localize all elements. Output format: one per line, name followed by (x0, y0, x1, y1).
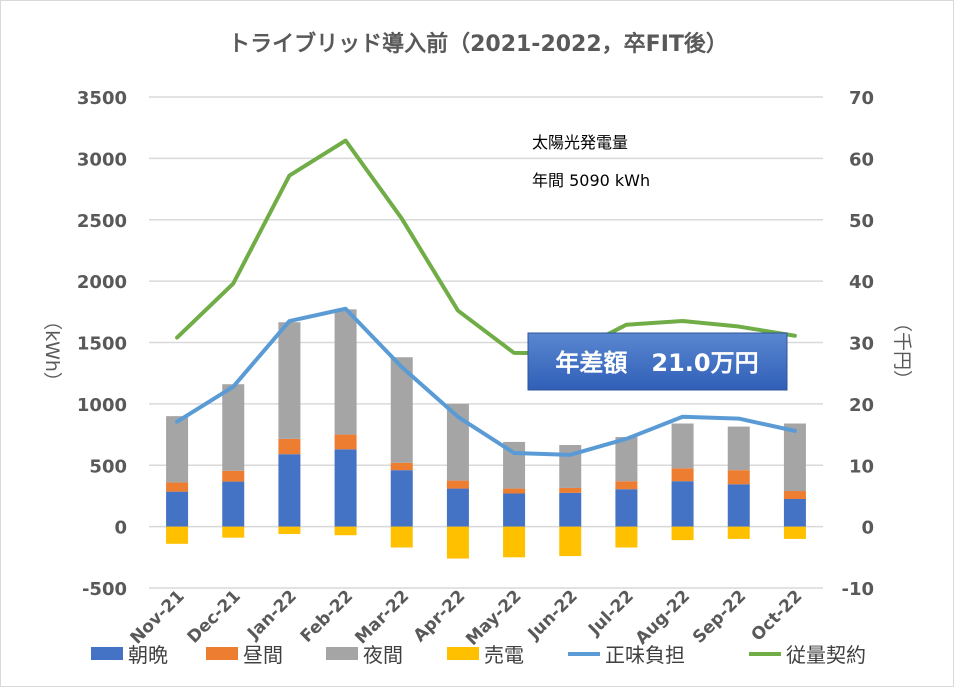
legend-label: 朝晩 (128, 643, 168, 667)
bar-昼間 (727, 470, 750, 485)
bar-夜間 (278, 322, 301, 439)
bar-朝晩 (503, 493, 526, 527)
bar-売電 (615, 526, 638, 548)
x-tick-label: Oct-22 (747, 586, 806, 645)
y2-tick-label: 60 (849, 149, 874, 170)
legend-swatch (326, 647, 358, 660)
y2-axis-label: （千円） (891, 313, 913, 389)
annual-difference-text: 年差額 21.0万円 (555, 349, 758, 377)
y-tick-label: 2500 (77, 211, 127, 232)
line-従量契約 (175, 138, 797, 356)
chart-title: トライブリッド導入前（2021-2022，卒FIT後） (228, 31, 728, 57)
bar-朝晩 (671, 481, 694, 527)
bar-昼間 (390, 462, 413, 471)
bar-夜間 (783, 423, 806, 492)
x-tick-label: Sep-22 (689, 586, 750, 647)
bar-朝晩 (390, 470, 413, 527)
legend-label: 売電 (484, 643, 524, 667)
bar-朝晩 (166, 491, 189, 527)
bar-売電 (783, 526, 806, 539)
bar-夜間 (727, 426, 750, 471)
y2-tick-label: 40 (849, 272, 874, 293)
y-tick-label: 3500 (77, 88, 127, 109)
y-tick-label: -500 (82, 579, 127, 600)
y2-tick-label: 20 (849, 395, 874, 416)
bar-売電 (671, 526, 694, 541)
bar-夜間 (615, 437, 638, 482)
x-tick-label: Mar-22 (351, 586, 413, 648)
bar-夜間 (166, 416, 189, 483)
legend-label: 昼間 (243, 643, 283, 667)
bar-朝晩 (615, 489, 638, 527)
bar-売電 (727, 526, 750, 539)
y-tick-label: 1500 (77, 334, 127, 355)
y-tick-label: 0 (114, 518, 127, 539)
x-tick-label: Jun-22 (524, 586, 582, 644)
bar-昼間 (334, 434, 357, 450)
solar-annotation-value: 年間 5090 kWh (532, 171, 650, 190)
bar-朝晩 (222, 481, 245, 527)
legend-label: 正味負担 (605, 643, 685, 667)
y2-tick-label: 30 (849, 334, 874, 355)
bar-昼間 (615, 481, 638, 490)
y2-tick-label: 10 (849, 456, 874, 477)
x-tick-label: Jan-22 (243, 586, 301, 644)
legend-swatch (447, 647, 479, 660)
bar-売電 (446, 526, 469, 559)
bar-売電 (166, 526, 189, 544)
legend-swatch (91, 647, 123, 660)
legend-label: 夜間 (363, 643, 403, 667)
bar-朝晩 (334, 449, 357, 527)
bar-昼間 (446, 480, 469, 489)
line-正味負担 (175, 306, 797, 457)
bar-売電 (334, 526, 357, 536)
x-tick-label: Dec-21 (184, 586, 245, 647)
y2-tick-label: 0 (861, 518, 874, 539)
bar-売電 (503, 526, 526, 558)
y-tick-label: 3000 (77, 149, 127, 170)
legend-label: 従量契約 (786, 643, 866, 667)
x-tick-label: Aug-22 (632, 586, 694, 648)
x-tick-label: Feb-22 (297, 586, 357, 646)
bar-朝晩 (559, 492, 582, 527)
bar-昼間 (671, 468, 694, 482)
bar-昼間 (166, 482, 189, 492)
legend: 朝晩 昼間 夜間 売電 正味負担 従量契約 (91, 643, 866, 667)
bar-売電 (559, 526, 582, 557)
bar-売電 (390, 526, 413, 548)
bar-昼間 (503, 488, 526, 494)
annual-difference-box (527, 332, 788, 391)
bar-朝晩 (446, 488, 469, 527)
bar-朝晩 (727, 484, 750, 527)
x-tick-label: Jul-22 (584, 586, 638, 640)
y2-tick-label: -10 (841, 579, 874, 600)
bar-夜間 (671, 423, 694, 469)
y2-tick-label: 50 (849, 211, 874, 232)
y-tick-label: 2000 (77, 272, 127, 293)
x-tick-label: Nov-21 (127, 586, 189, 648)
bar-昼間 (559, 487, 582, 493)
legend-swatch (206, 647, 238, 660)
bar-昼間 (278, 438, 301, 455)
bar-夜間 (390, 357, 413, 463)
bar-夜間 (334, 309, 357, 435)
bar-売電 (278, 526, 301, 534)
bar-昼間 (783, 491, 806, 500)
bar-売電 (222, 526, 245, 538)
y-tick-label: 500 (89, 456, 127, 477)
y-tick-label: 1000 (77, 395, 127, 416)
x-tick-label: May-22 (462, 586, 525, 649)
bar-朝晩 (278, 454, 301, 527)
solar-annotation-label: 太陽光発電量 (532, 133, 628, 152)
bar-昼間 (222, 470, 245, 482)
y-axis-label: （kWh） (41, 311, 63, 391)
bar-朝晩 (783, 499, 806, 527)
bar-夜間 (446, 403, 469, 481)
y2-tick-label: 70 (849, 88, 874, 109)
bar-夜間 (222, 384, 245, 471)
x-tick-label: Apr-22 (410, 586, 470, 646)
